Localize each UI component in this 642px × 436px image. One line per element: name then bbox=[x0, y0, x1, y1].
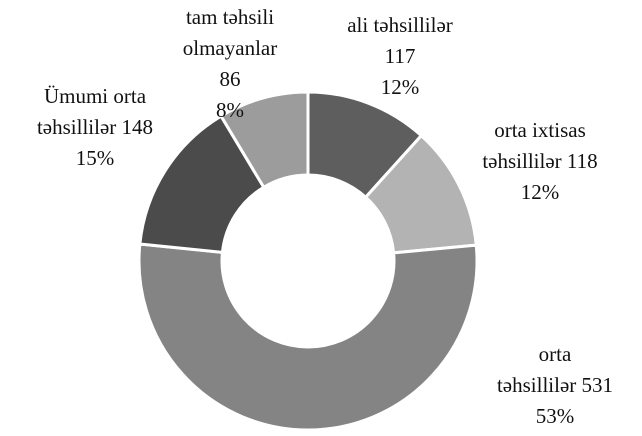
value-label: 118 bbox=[566, 149, 598, 173]
data-label: tam təhsili olmayanlar 86 8% bbox=[140, 2, 320, 126]
donut-slice bbox=[137, 242, 479, 432]
category-label: orta ixtisas təhsillilər bbox=[482, 118, 586, 173]
percent-label: 53% bbox=[535, 404, 575, 428]
value-label: 531 bbox=[581, 373, 614, 397]
value-label: 86 bbox=[219, 67, 241, 91]
value-label: 148 bbox=[121, 115, 154, 139]
percent-label: 12% bbox=[380, 75, 420, 99]
percent-label: 8% bbox=[216, 98, 244, 122]
percent-label: 12% bbox=[520, 180, 560, 204]
category-label: tam təhsili olmayanlar bbox=[182, 5, 278, 60]
data-label: orta təhsillilər 531 53% bbox=[470, 339, 640, 432]
category-label: Ümumi orta təhsillilər bbox=[36, 84, 147, 139]
donut-slice bbox=[219, 90, 310, 190]
data-label: orta ixtisas təhsillilər 118 12% bbox=[450, 115, 630, 208]
category-label: orta təhsillilər bbox=[496, 342, 577, 397]
value-label: 117 bbox=[384, 44, 416, 68]
data-label: Ümumi orta təhsillilər 148 15% bbox=[5, 81, 185, 174]
percent-label: 15% bbox=[75, 146, 115, 170]
data-label: ali təhsillilər 117 12% bbox=[300, 10, 500, 103]
category-label: ali təhsillilər bbox=[347, 13, 453, 37]
